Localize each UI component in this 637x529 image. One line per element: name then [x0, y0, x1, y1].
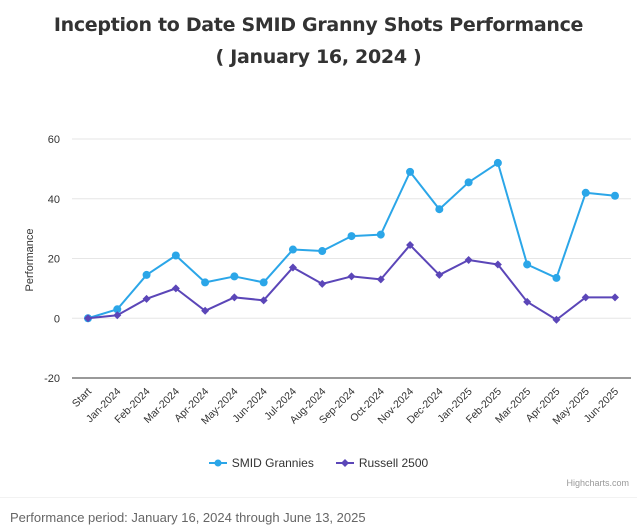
legend-label-russell: Russell 2500 — [358, 456, 429, 470]
data-point-russell-2500[interactable] — [171, 284, 180, 293]
data-point-russell-2500[interactable] — [435, 270, 444, 279]
data-point-russell-2500[interactable] — [259, 296, 268, 305]
data-point-russell-2500[interactable] — [376, 275, 385, 284]
performance-chart: -20 0 20 40 60 Performance StartJan-2024Feb-… — [24, 134, 631, 428]
data-point-smid-grannies[interactable] — [552, 273, 561, 282]
series-line-russell-2500 — [87, 244, 615, 321]
y-axis-ticks: -20 0 20 40 60 — [44, 134, 60, 385]
x-axis-ticks: StartJan-2024Feb-2024Mar-2024Apr-2024May… — [70, 386, 621, 428]
chart-subtitle: ( January 16, 2024 ) — [215, 46, 422, 68]
data-point-russell-2500[interactable] — [113, 311, 122, 320]
data-point-smid-grannies[interactable] — [201, 278, 210, 287]
chart-title: Inception to Date SMID Granny Shots Perf… — [53, 14, 584, 36]
legend-item-smid-grannies[interactable]: SMID Grannies — [208, 456, 314, 470]
series-smid-grannies — [84, 158, 619, 323]
data-point-russell-2500[interactable] — [318, 279, 327, 288]
data-point-smid-grannies[interactable] — [376, 230, 385, 239]
legend: SMID Grannies Russell 2500 — [0, 456, 637, 470]
grid-lines — [72, 138, 631, 319]
x-tick-label: Start — [70, 386, 94, 410]
data-point-russell-2500[interactable] — [552, 315, 561, 324]
highcharts-credit-link[interactable]: Highcharts.com — [566, 478, 629, 488]
data-point-russell-2500[interactable] — [230, 293, 239, 302]
y-axis-label: Performance — [24, 229, 36, 292]
data-point-russell-2500[interactable] — [611, 293, 619, 302]
y-tick-label: 40 — [48, 194, 60, 206]
data-point-russell-2500[interactable] — [523, 297, 532, 306]
data-point-russell-2500[interactable] — [493, 260, 502, 269]
data-point-smid-grannies[interactable] — [113, 305, 122, 314]
y-tick-label: 60 — [48, 134, 60, 146]
series-group — [84, 158, 619, 324]
legend-symbol-russell — [335, 459, 354, 467]
data-point-smid-grannies[interactable] — [406, 167, 415, 176]
data-point-smid-grannies[interactable] — [142, 270, 151, 279]
y-tick-label: -20 — [44, 373, 60, 385]
performance-period-note: Performance period: January 16, 2024 thr… — [10, 510, 366, 525]
data-point-russell-2500[interactable] — [464, 255, 473, 264]
series-line-smid-grannies — [87, 161, 616, 320]
data-point-russell-2500[interactable] — [84, 314, 92, 323]
data-point-smid-grannies[interactable] — [611, 191, 619, 200]
series-russell-2500 — [84, 241, 619, 324]
data-point-russell-2500[interactable] — [288, 263, 297, 272]
legend-symbol-smid — [208, 459, 227, 467]
legend-label-smid: SMID Grannies — [231, 456, 314, 470]
data-point-smid-grannies[interactable] — [171, 251, 180, 260]
data-point-smid-grannies[interactable] — [523, 260, 532, 269]
data-point-russell-2500[interactable] — [142, 294, 151, 303]
data-point-smid-grannies[interactable] — [230, 272, 239, 281]
data-point-smid-grannies[interactable] — [318, 247, 327, 256]
data-point-smid-grannies[interactable] — [435, 205, 444, 214]
data-point-russell-2500[interactable] — [581, 293, 590, 302]
data-point-smid-grannies[interactable] — [259, 278, 268, 287]
data-point-smid-grannies[interactable] — [581, 188, 590, 197]
data-point-russell-2500[interactable] — [347, 272, 356, 281]
legend-item-russell-2500[interactable]: Russell 2500 — [335, 456, 429, 470]
data-point-smid-grannies[interactable] — [347, 232, 356, 241]
data-point-smid-grannies[interactable] — [288, 245, 297, 254]
data-point-russell-2500[interactable] — [201, 306, 210, 315]
data-point-smid-grannies[interactable] — [464, 178, 473, 187]
y-tick-label: 0 — [54, 313, 60, 325]
divider — [0, 497, 637, 498]
data-point-russell-2500[interactable] — [406, 241, 415, 250]
y-tick-label: 20 — [48, 254, 60, 266]
data-point-smid-grannies[interactable] — [493, 158, 502, 167]
